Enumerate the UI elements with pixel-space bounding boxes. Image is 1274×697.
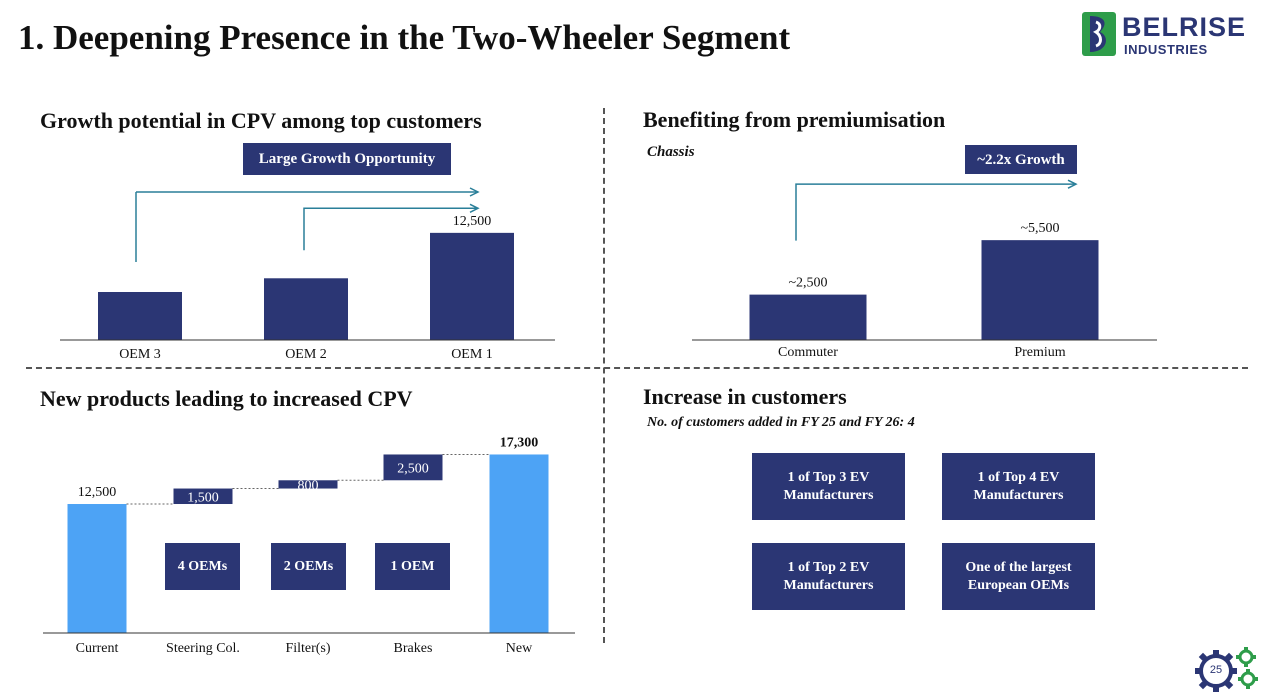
data-label: 12,500 (453, 214, 492, 229)
waterfall-bar-steering-col (173, 488, 233, 505)
oem-count-brakes: 1 OEM (375, 543, 450, 590)
customer-box-top4-ev: 1 of Top 4 EV Manufacturers (942, 453, 1095, 520)
waterfall-bar-new (489, 454, 549, 633)
x-tick-label: Commuter (778, 345, 838, 360)
logo-mark-icon (1082, 12, 1116, 56)
horizontal-divider (26, 367, 1248, 369)
x-tick-label: OEM 3 (119, 347, 161, 362)
chassis-label: Chassis (647, 144, 695, 160)
cpv-growth-title: Growth potential in CPV among top custom… (40, 108, 482, 133)
company-logo: BELRISE INDUSTRIES (1082, 10, 1262, 60)
data-label: 1,500 (187, 490, 219, 505)
bar-premium (981, 240, 1099, 340)
x-tick-label: Current (76, 641, 119, 656)
oem-count-steering: 4 OEMs (165, 543, 240, 590)
data-label: 12,500 (78, 485, 117, 500)
slide-title: 1. Deepening Presence in the Two-Wheeler… (18, 18, 791, 57)
logo-name: BELRISE (1122, 12, 1247, 42)
logo-subtitle: INDUSTRIES (1124, 42, 1208, 57)
page-number: 25 (1209, 664, 1223, 676)
x-tick-label: Premium (1014, 345, 1065, 360)
growth-multiple-badge: ~2.2x Growth (965, 145, 1077, 174)
x-tick-label: OEM 1 (451, 347, 493, 362)
bar-oem-2 (264, 278, 348, 340)
waterfall-bar-current (67, 504, 127, 633)
data-label: ~5,500 (1020, 221, 1059, 236)
growth-arrow-oem2-head (469, 203, 480, 213)
growth-arrow-oem2 (303, 207, 478, 251)
premiumisation-chart: Commuter ~2,500 Premium ~5,500 (692, 179, 1157, 360)
customers-subtitle: No. of customers added in FY 25 and FY 2… (647, 415, 915, 430)
data-label: 2,500 (397, 461, 429, 476)
waterfall-bar-brakes (383, 454, 443, 481)
data-label: 17,300 (500, 435, 539, 450)
large-growth-badge: Large Growth Opportunity (243, 143, 451, 175)
vertical-divider (603, 108, 605, 643)
x-tick-label: New (506, 641, 533, 656)
growth-arrow-oem3-head (469, 187, 480, 197)
waterfall-bar-filter-s (278, 480, 338, 489)
x-tick-label: Steering Col. (166, 641, 240, 656)
customer-box-top3-ev: 1 of Top 3 EV Manufacturers (752, 453, 905, 520)
growth-arrow (795, 183, 1076, 241)
premiumisation-title: Benefiting from premiumisation (643, 107, 946, 132)
page-number-badge: 25 (1194, 645, 1264, 695)
customers-title: Increase in customers (643, 384, 847, 409)
data-label: ~2,500 (788, 276, 827, 291)
new-products-title: New products leading to increased CPV (40, 386, 413, 411)
cpv-growth-chart: OEM 3 OEM 2 OEM 1 12,500 (60, 187, 555, 362)
x-tick-label: Filter(s) (285, 641, 330, 656)
cpv-waterfall-chart: Current 12,500 Steering Col. 1,500 Filter(s)… (43, 435, 575, 656)
x-tick-label: Brakes (394, 641, 433, 656)
customer-box-top2-ev: 1 of Top 2 EV Manufacturers (752, 543, 905, 610)
oem-count-filters: 2 OEMs (271, 543, 346, 590)
bar-oem-1 (430, 232, 514, 340)
bar-commuter (749, 294, 867, 340)
growth-arrow-head (1067, 179, 1078, 189)
data-label: 800 (298, 478, 319, 493)
customer-box-european-oem: One of the largest European OEMs (942, 543, 1095, 610)
bar-oem-3 (98, 292, 182, 340)
gear-icon (1195, 647, 1258, 692)
x-tick-label: OEM 2 (285, 347, 327, 362)
